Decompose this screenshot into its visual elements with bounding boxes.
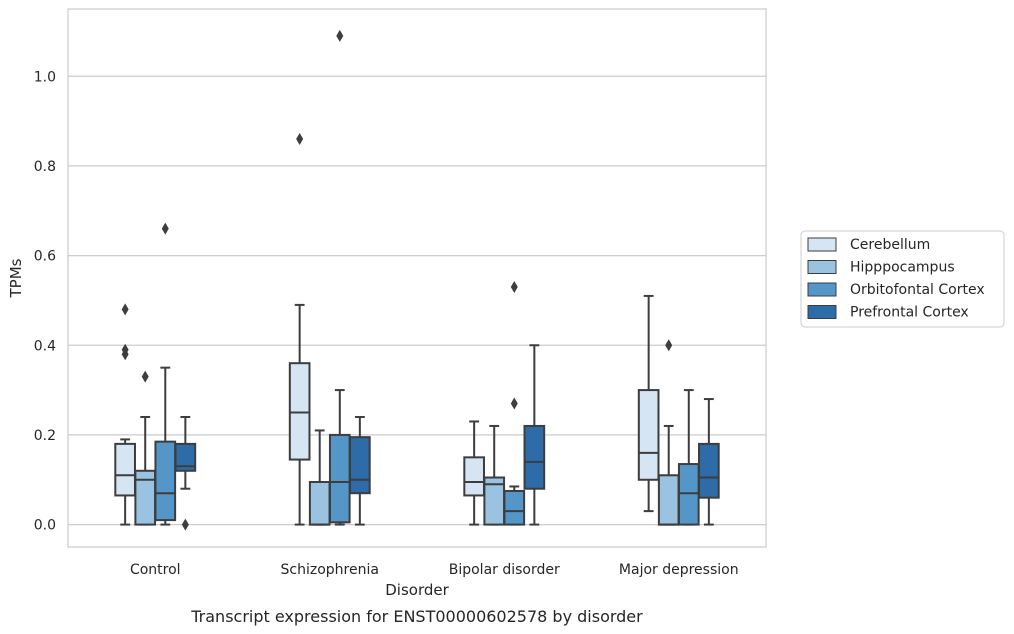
y-tick-label: 0.6 bbox=[34, 249, 56, 265]
box-iqr bbox=[154, 440, 177, 522]
y-tick-label: 0.2 bbox=[34, 428, 56, 444]
box-iqr bbox=[114, 442, 136, 497]
x-tick-label: Schizophrenia bbox=[281, 562, 379, 578]
y-tick-label: 0.8 bbox=[34, 159, 56, 175]
box-group bbox=[463, 420, 485, 526]
outlier-point bbox=[336, 29, 344, 42]
box-group bbox=[637, 294, 660, 513]
box-group bbox=[174, 415, 197, 531]
box-group bbox=[677, 389, 700, 526]
box-iqr bbox=[503, 489, 526, 526]
box-group bbox=[308, 429, 331, 526]
legend-swatch bbox=[807, 237, 837, 252]
outlier-point bbox=[121, 343, 129, 356]
legend-swatch bbox=[807, 305, 837, 319]
outlier-point bbox=[510, 397, 518, 410]
box-group bbox=[349, 415, 371, 526]
legend-frame bbox=[800, 230, 1005, 328]
y-tick-label: 1.0 bbox=[34, 69, 56, 85]
box-group bbox=[523, 344, 546, 526]
box-iqr bbox=[698, 442, 720, 499]
x-tick-label: Major depression bbox=[619, 562, 739, 578]
x-tick-labels: Control Schizophrenia Bipolar disorder Majo… bbox=[130, 562, 739, 578]
legend-swatch bbox=[807, 282, 837, 297]
legend: Cerebellum Hipppocampus Orbitofontal Corte… bbox=[800, 230, 1005, 328]
box-group bbox=[657, 339, 680, 526]
legend-label: Orbitofontal Cortex bbox=[850, 282, 985, 298]
legend-label: Prefrontal Cortex bbox=[850, 305, 969, 321]
x-tick-label: Control bbox=[130, 562, 181, 578]
legend-label: Cerebellum bbox=[850, 237, 930, 253]
box-group bbox=[114, 303, 136, 526]
box-group bbox=[154, 222, 177, 526]
box-group bbox=[288, 133, 311, 526]
legend-label: Hipppocampus bbox=[850, 260, 955, 276]
box-iqr bbox=[349, 436, 371, 495]
outlier-point bbox=[296, 133, 304, 146]
box-iqr bbox=[174, 442, 197, 472]
plot-area-frame bbox=[67, 8, 767, 548]
box-iqr bbox=[328, 433, 351, 524]
y-tick-labels: 0.0 0.2 0.4 0.6 0.8 1.0 bbox=[34, 69, 56, 533]
box-group bbox=[483, 424, 506, 526]
outlier-point bbox=[181, 518, 189, 531]
box-iqr bbox=[677, 463, 700, 526]
box-group bbox=[698, 398, 720, 526]
box-iqr bbox=[463, 456, 485, 497]
box-iqr bbox=[308, 480, 331, 526]
x-axis-label: Disorder bbox=[385, 581, 449, 599]
outlier-point bbox=[161, 222, 169, 235]
box-group bbox=[503, 280, 526, 526]
outlier-point bbox=[121, 303, 129, 316]
y-tick-label: 0.4 bbox=[34, 338, 56, 354]
figure-caption: Transcript expression for ENST0000060257… bbox=[190, 607, 643, 626]
legend-swatch bbox=[807, 260, 837, 274]
y-axis-label: TPMs bbox=[7, 258, 25, 298]
box-iqr bbox=[523, 424, 546, 490]
outlier-point bbox=[510, 280, 518, 293]
box-group bbox=[134, 370, 157, 526]
box-series bbox=[114, 29, 720, 531]
outlier-point bbox=[141, 370, 149, 383]
box-iqr bbox=[288, 362, 311, 461]
box-iqr bbox=[657, 474, 680, 526]
outlier-point bbox=[665, 339, 673, 352]
box-iqr bbox=[637, 389, 660, 481]
x-tick-label: Bipolar disorder bbox=[449, 562, 560, 578]
y-tick-label: 0.0 bbox=[34, 518, 56, 534]
